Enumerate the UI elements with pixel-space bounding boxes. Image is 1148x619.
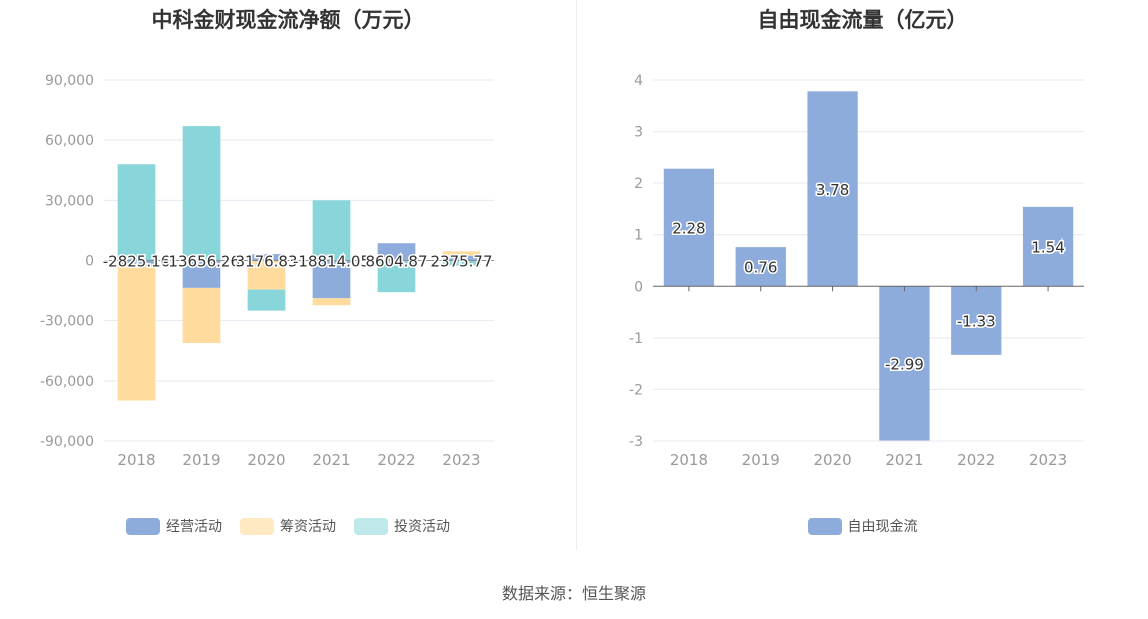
data-label: -13656.26	[163, 253, 240, 271]
data-label: 1.54	[1031, 239, 1064, 257]
bar-筹资活动	[442, 251, 481, 256]
data-label: 8604.87	[365, 253, 427, 271]
bar-筹资活动	[117, 266, 156, 401]
x-tick-label: 2020	[813, 451, 851, 469]
y-tick-label: -3	[629, 434, 643, 450]
free-cash-flow-legend[interactable]: 自由现金流	[577, 516, 1148, 536]
data-label: 0.76	[744, 259, 777, 277]
bar-自由现金流	[879, 286, 930, 441]
legend-swatch-investing	[354, 517, 388, 535]
x-tick-label: 2019	[742, 451, 780, 469]
cash-flow-chart-panel: 中科金财现金流净额（万元） 90,000 60,000 30,000 0 -30,000…	[0, 0, 576, 550]
bar-经营活动	[247, 254, 286, 261]
legend-swatch-financing	[240, 517, 274, 535]
y-tick-label: 0	[85, 254, 94, 270]
x-tick-label: 2021	[312, 451, 350, 469]
x-tick-label: 2023	[442, 451, 480, 469]
x-tick-label: 2019	[182, 451, 220, 469]
legend-label-free-cash-flow: 自由现金流	[847, 519, 918, 535]
cash-flow-chart-title: 中科金财现金流净额（万元）	[151, 8, 425, 32]
y-tick-label: -30,000	[40, 314, 94, 330]
x-tick-label: 2021	[885, 451, 923, 469]
free-cash-flow-chart-title: 自由现金流量（亿元）	[757, 8, 968, 32]
bar-筹资活动	[312, 298, 351, 306]
y-tick-label: 0	[634, 279, 643, 295]
free-cash-flow-chart-panel: 自由现金流量（亿元） 4 3 2 1 0 -1 -2 -3 2018 2019 2020 2021 20…	[577, 0, 1148, 550]
y-tick-label: -2	[629, 382, 643, 398]
data-source-footer: 数据来源：恒生聚源	[501, 584, 646, 603]
legend-item-financing[interactable]: 筹资活动	[240, 516, 336, 536]
bar-经营活动	[117, 260, 156, 267]
data-label: 3.78	[816, 181, 849, 199]
legend-label-investing: 投资活动	[394, 519, 450, 535]
legend-item-investing[interactable]: 投资活动	[354, 516, 450, 536]
y-tick-label: 2	[634, 176, 643, 192]
y-tick-label: 30,000	[45, 193, 94, 209]
legend-swatch-free-cash-flow	[807, 517, 842, 535]
x-tick-label: 2020	[247, 451, 285, 469]
y-tick-label: 4	[634, 73, 643, 89]
data-label: -2.99	[885, 355, 924, 373]
data-label: -2825.16	[103, 253, 170, 271]
y-tick-label: 90,000	[45, 73, 94, 89]
data-label: 2.28	[672, 219, 705, 237]
y-tick-label: 60,000	[45, 133, 94, 149]
bar-自由现金流	[807, 91, 858, 287]
y-tick-label: 1	[634, 228, 643, 244]
x-tick-label: 2023	[1029, 451, 1067, 469]
y-tick-label: -60,000	[40, 374, 94, 390]
x-tick-label: 2022	[957, 451, 995, 469]
bar-经营活动	[312, 260, 351, 299]
bar-投资活动	[117, 164, 156, 261]
legend-item-free-cash-flow[interactable]: 自由现金流	[807, 516, 918, 536]
bar-投资活动	[377, 261, 416, 293]
bar-自由现金流	[663, 168, 715, 287]
bar-投资活动	[247, 289, 286, 311]
bar-经营活动	[377, 243, 416, 261]
data-label: 3176.83	[235, 253, 297, 271]
bar-经营活动	[182, 260, 221, 288]
bar-自由现金流	[735, 247, 786, 287]
panel-divider	[576, 0, 577, 550]
bar-筹资活动	[247, 260, 286, 290]
bar-自由现金流	[951, 286, 1002, 355]
bar-筹资活动	[182, 287, 221, 344]
y-tick-label: 3	[634, 125, 643, 141]
y-tick-label: -90,000	[40, 434, 94, 450]
bar-投资活动	[182, 126, 221, 261]
free-cash-flow-chart: 4 3 2 1 0 -1 -2 -3 2018 2019 2020 2021 2022 2023 2.28 0…	[629, 73, 1084, 469]
cash-flow-chart: 90,000 60,000 30,000 0 -30,000 -60,000 -90,000…	[40, 73, 494, 469]
cash-flow-legend[interactable]: 经营活动 筹资活动 投资活动	[0, 516, 576, 536]
data-label: 2375.77	[430, 253, 492, 271]
legend-label-financing: 筹资活动	[280, 519, 336, 535]
bar-投资活动	[442, 260, 481, 266]
bar-经营活动	[442, 255, 481, 261]
x-tick-label: 2018	[670, 451, 708, 469]
data-label: -18814.05	[293, 253, 370, 271]
legend-swatch-operating	[126, 517, 160, 535]
legend-label-operating: 经营活动	[166, 519, 222, 535]
bar-自由现金流	[1022, 206, 1074, 287]
bar-投资活动	[312, 200, 351, 261]
data-label: -1.33	[957, 313, 996, 331]
x-tick-label: 2022	[377, 451, 415, 469]
legend-item-operating[interactable]: 经营活动	[126, 516, 222, 536]
y-tick-label: -1	[629, 331, 643, 347]
x-tick-label: 2018	[117, 451, 155, 469]
